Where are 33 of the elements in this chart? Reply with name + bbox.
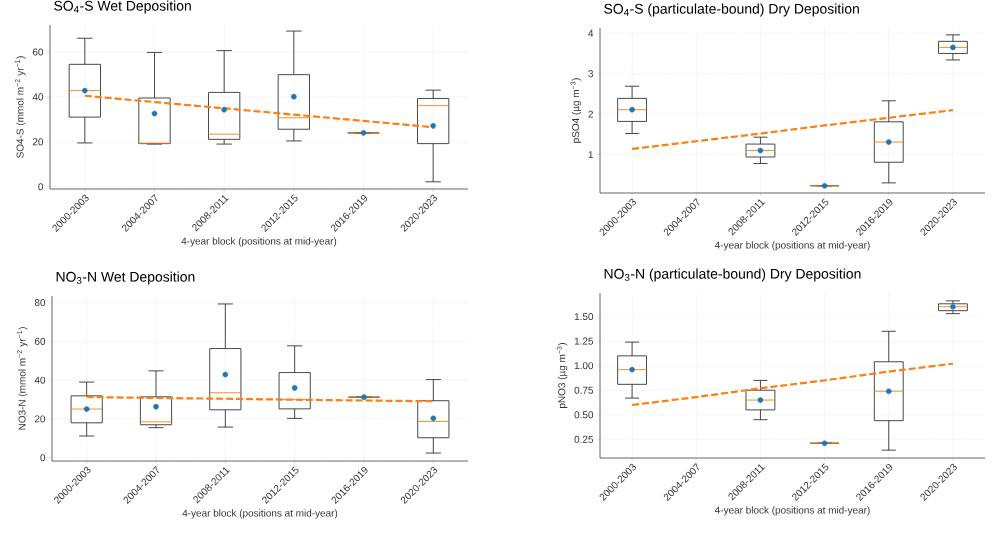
y-tick-label: 1.50 <box>574 313 594 321</box>
y-tick-label: 0 <box>40 454 46 462</box>
y-tick-label: 1.25 <box>574 337 594 345</box>
x-axis-title: 4-year block (positions at mid-year) <box>714 506 870 516</box>
y-axis-title: pNO3 (µg m$^{−3}$) <box>556 343 568 408</box>
y-tick-label: 0.25 <box>574 435 594 443</box>
y-tick-label: 60 <box>34 337 46 345</box>
chart-title: NO$_{3}$-N Wet Deposition <box>56 271 195 285</box>
y-tick-label: 60 <box>32 48 44 56</box>
y-tick-label: 4 <box>588 29 594 37</box>
line-series <box>630 108 955 151</box>
x-axis-title: 4-year block (positions at mid-year) <box>182 509 338 519</box>
y-tick-label: 3 <box>588 70 594 78</box>
chart-title: NO$_{3}$-N (particulate-bound) Dry Deposition <box>604 268 861 282</box>
y-axis-title: SO4-S (mmol m$^{−2}$ yr$^{−1}$) <box>15 56 26 158</box>
y-tick-label: 20 <box>34 415 46 423</box>
chart-title: SO$_{4}$-S Wet Deposition <box>54 0 191 14</box>
y-tick-label: 40 <box>32 93 44 101</box>
y-tick-label: 80 <box>34 299 46 307</box>
y-tick-label: 0.75 <box>574 386 594 394</box>
y-tick-label: 1.00 <box>574 362 594 370</box>
y-axis-title: NO3-N (mmol m$^{−2}$ yr$^{−1}$) <box>17 327 28 430</box>
y-tick-label: 0 <box>38 183 44 191</box>
y-tick-label: 1 <box>588 151 594 158</box>
x-axis-title: 4-year block (positions at mid-year) <box>181 237 337 247</box>
y-axis-title: pSO4 (µg m$^{−3}$) <box>570 78 582 143</box>
x-axis-title: 4-year block (positions at mid-year) <box>714 241 870 251</box>
chart-title: SO$_{4}$-S (particulate-bound) Dry Deposition <box>604 3 859 17</box>
y-tick-label: 40 <box>34 376 46 384</box>
y-tick-label: 0.50 <box>574 411 594 419</box>
y-tick-label: 2 <box>588 110 593 118</box>
y-tick-label: 20 <box>32 138 44 146</box>
line-series <box>630 362 955 407</box>
